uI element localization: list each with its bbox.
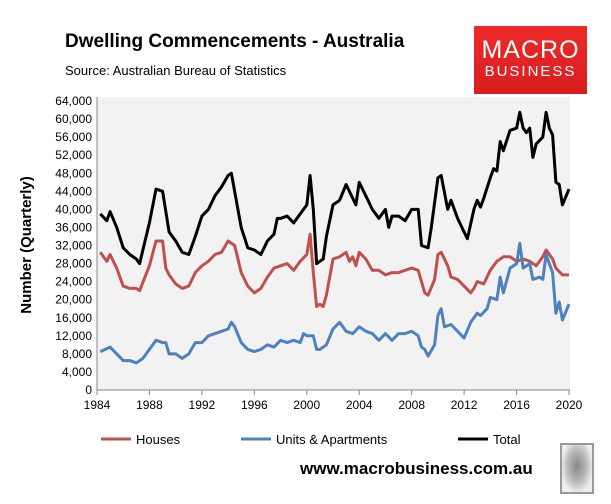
y-tick-label: 56,000 [55,130,92,144]
macrobusiness-logo: MACRO BUSINESS [474,26,587,94]
series-line-units-apartments [99,241,571,365]
y-tick-label: 60,000 [55,112,92,126]
y-tick-label: 48,000 [55,166,92,180]
x-tick-label: 1984 [84,398,111,412]
y-tick-label: 0 [85,383,92,397]
y-tick-label: 40,000 [55,202,92,216]
y-tick-label: 20,000 [55,293,92,307]
x-tick-label: 2000 [293,398,320,412]
chart-title: Dwelling Commencements - Australia [65,31,405,52]
logo-line2: BUSINESS [484,63,577,80]
x-tick-label: 2008 [398,398,425,412]
y-axis-label: Number (Quarterly) [18,176,35,314]
legend-label: Units & Apartments [276,432,388,447]
x-tick-label: 2012 [451,398,478,412]
legend-label: Total [493,432,521,447]
wolf-logo-icon [560,443,594,494]
footer-url[interactable]: www.macrobusiness.com.au [300,459,533,478]
x-tick-label: 1992 [189,398,216,412]
y-tick-label: 32,000 [55,239,92,253]
x-tick-label: 2004 [346,398,373,412]
y-tick-label: 12,000 [55,329,92,343]
y-tick-label: 24,000 [55,275,92,289]
logo-line1: MACRO [481,36,580,64]
y-tick-label: 28,000 [55,257,92,271]
legend-label: Houses [136,432,181,447]
series-line-total [99,110,571,266]
y-tick-label: 64,000 [55,94,92,108]
x-tick-label: 1988 [136,398,163,412]
y-tick-label: 8,000 [62,347,92,361]
y-tick-label: 44,000 [55,184,92,198]
x-tick-label: 2016 [503,398,530,412]
y-tick-label: 52,000 [55,148,92,162]
x-tick-label: 1996 [241,398,268,412]
y-tick-label: 16,000 [55,311,92,325]
x-tick-label: 2020 [556,398,583,412]
chart-source: Source: Australian Bureau of Statistics [65,63,287,78]
y-tick-label: 36,000 [55,220,92,234]
y-tick-label: 4,000 [62,365,92,379]
series-line-houses [99,232,569,308]
